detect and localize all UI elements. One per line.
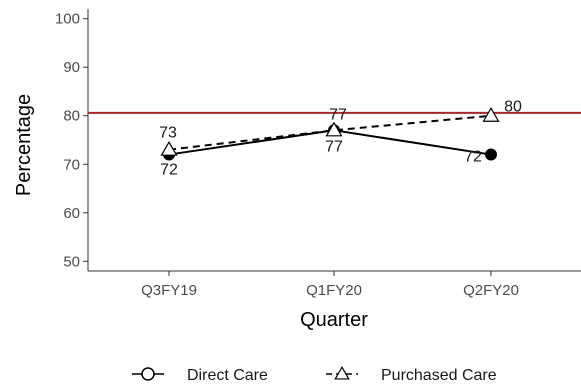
x-axis: Q3FY19 Q1FY20 Q2FY20: [141, 271, 519, 299]
legend-label-direct-care: Direct Care: [187, 367, 268, 384]
point-direct-care: [485, 148, 497, 161]
y-tick-label: 90: [63, 59, 80, 76]
legend-label-purchased-care: Purchased Care: [381, 367, 497, 384]
legend: Direct Care Purchased Care: [132, 366, 497, 384]
x-tick-label: Q1FY20: [306, 282, 362, 299]
x-tick-label: Q2FY20: [463, 282, 519, 299]
legend-key-purchased-care-triangle: [334, 366, 350, 380]
data-label-direct-care: 72: [160, 162, 178, 179]
y-tick-label: 50: [63, 253, 80, 270]
point-purchased-care: [482, 107, 500, 122]
legend-key-direct-care-circle: [141, 367, 155, 381]
x-tick-label: Q3FY19: [141, 282, 197, 299]
y-tick-label: 100: [55, 11, 80, 28]
y-tick-label: 60: [63, 205, 80, 222]
data-label-purchased-care: 73: [159, 125, 177, 142]
x-axis-title: Quarter: [300, 309, 368, 331]
point-purchased-care: [325, 121, 343, 137]
y-axis: 50 60 70 80 90 100: [55, 11, 88, 270]
y-axis-title: Percentage: [13, 94, 35, 196]
data-label-purchased-care: 77: [329, 106, 347, 123]
y-tick-label: 80: [63, 108, 80, 125]
data-label-purchased-care: 80: [504, 99, 522, 116]
plot-panel: 72 77 72 73 77 80: [87, 9, 581, 272]
data-label-direct-care: 77: [325, 138, 343, 155]
point-purchased-care: [160, 141, 178, 156]
y-tick-label: 70: [63, 156, 80, 173]
data-label-direct-care: 72: [464, 149, 482, 166]
